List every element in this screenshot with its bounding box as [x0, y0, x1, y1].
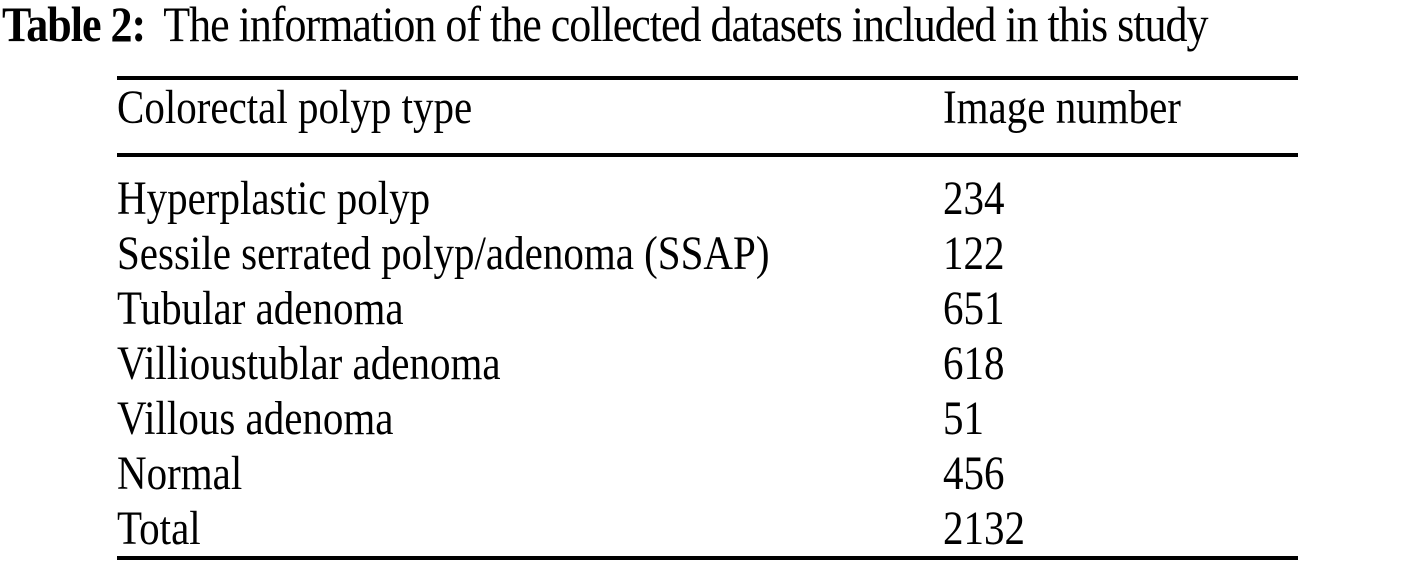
image-number-cell: 456 [943, 446, 1005, 500]
polyp-type-cell: Villioustublar adenoma [117, 336, 501, 390]
image-number-cell: 234 [943, 171, 1005, 225]
table-row-villous-adenoma: Villous adenoma 51 [117, 391, 1298, 446]
table-row-hyperplastic-polyp: Hyperplastic polyp 234 [117, 171, 1298, 226]
table-header-row: Colorectal polyp type Image number [117, 80, 1298, 153]
polyp-type-cell: Tubular adenoma [117, 281, 404, 335]
polyp-type-cell: Hyperplastic polyp [117, 171, 431, 225]
table-row-ssap: Sessile serrated polyp/adenoma (SSAP) 12… [117, 226, 1298, 281]
table-row-total: Total 2132 [117, 501, 1298, 556]
table-caption-number: Table 2: [2, 0, 146, 53]
polyp-type-cell: Sessile serrated polyp/adenoma (SSAP) [117, 226, 770, 280]
table-body: Hyperplastic polyp 234 Sessile serrated … [117, 157, 1298, 556]
table-mid-rule [117, 153, 1298, 157]
image-number-cell: 651 [943, 281, 1005, 335]
table-caption-text: The information of the collected dataset… [163, 0, 1208, 53]
column-header-polyp-type: Colorectal polyp type [117, 80, 473, 134]
table-row-tubular-adenoma: Tubular adenoma 651 [117, 281, 1298, 336]
table-bottom-rule [117, 556, 1298, 560]
polyp-type-cell: Total [117, 501, 201, 555]
table-row-villioustublar-adenoma: Villioustublar adenoma 618 [117, 336, 1298, 391]
table-top-rule [117, 76, 1298, 80]
image-number-cell: 122 [943, 226, 1005, 280]
polyp-type-cell: Villous adenoma [117, 391, 394, 445]
table-row-normal: Normal 456 [117, 446, 1298, 501]
image-number-cell: 51 [943, 391, 984, 445]
image-number-cell: 618 [943, 336, 1005, 390]
datasets-table: Colorectal polyp type Image number Hyper… [117, 76, 1298, 560]
image-number-cell: 2132 [943, 501, 1025, 555]
polyp-type-cell: Normal [117, 446, 243, 500]
table-caption: Table 2: The information of the collected… [2, 0, 1208, 54]
column-header-image-number: Image number [943, 80, 1181, 134]
